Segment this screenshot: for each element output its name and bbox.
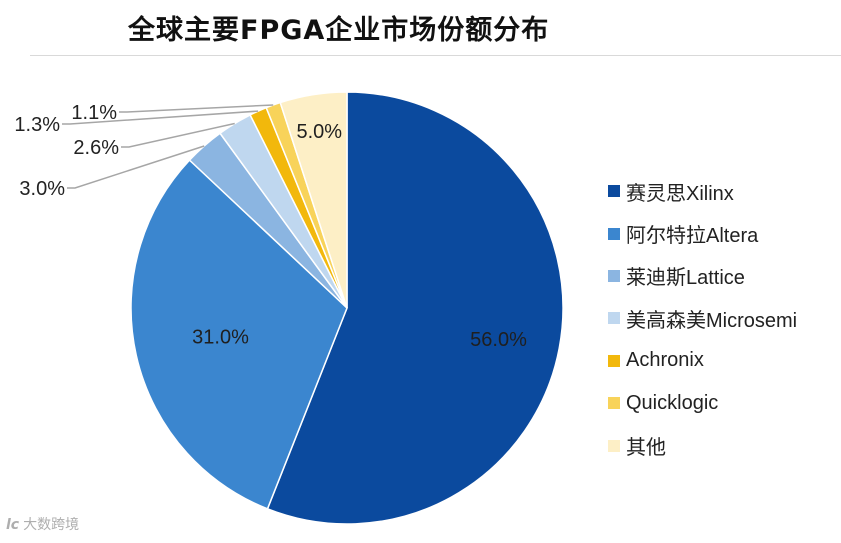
legend-label: Achronix xyxy=(626,349,704,372)
legend-swatch xyxy=(608,397,620,410)
leader-line-3 xyxy=(121,122,235,148)
legend-swatch xyxy=(608,312,620,325)
legend-swatch xyxy=(608,185,620,198)
slice-label-3: 2.6% xyxy=(73,137,119,159)
legend-swatch xyxy=(608,439,620,452)
legend-label: 美高森美Microsemi xyxy=(626,309,798,332)
watermark-logo: lc xyxy=(6,517,20,533)
pie-slice-1 xyxy=(130,159,348,510)
legend-label: Quicklogic xyxy=(626,391,719,414)
legend-item-5: Quicklogic xyxy=(608,382,797,424)
leader-line-4 xyxy=(62,110,259,125)
legend-label: 赛灵思Xilinx xyxy=(626,182,734,205)
watermark: lc 大数跨境 xyxy=(6,514,79,534)
legend-swatch xyxy=(608,354,620,367)
watermark-text: 大数跨境 xyxy=(23,517,80,533)
slice-label-6: 5.0% xyxy=(297,121,343,143)
legend-item-6: 其他 xyxy=(608,424,797,466)
legend-swatch xyxy=(608,269,620,282)
slice-label-2: 3.0% xyxy=(19,178,65,200)
pie-slice-6 xyxy=(279,91,348,309)
slice-label-0: 56.0% xyxy=(470,329,527,351)
title-divider xyxy=(30,55,841,56)
chart-title: 全球主要FPGA企业市场份额分布 xyxy=(128,15,550,46)
legend-label: 其他 xyxy=(626,437,666,460)
leader-line-2 xyxy=(67,145,205,189)
chart-legend: 赛灵思Xilinx 阿尔特拉Altera 莱迪斯Lattice 美高森美Microse… xyxy=(608,170,797,467)
pie-slice-0 xyxy=(266,91,564,525)
slice-label-1: 31.0% xyxy=(192,326,249,348)
legend-label: 阿尔特拉Altera xyxy=(626,225,759,248)
legend-item-4: Achronix xyxy=(608,340,797,382)
slice-label-5: 1.1% xyxy=(71,102,117,124)
leader-line-5 xyxy=(119,104,274,113)
legend-item-3: 美高森美Microsemi xyxy=(608,297,797,339)
slice-label-4: 1.3% xyxy=(14,114,60,136)
legend-item-0: 赛灵思Xilinx xyxy=(608,170,797,212)
legend-label: 莱迪斯Lattice xyxy=(626,267,745,290)
legend-item-2: 莱迪斯Lattice xyxy=(608,255,797,297)
legend-swatch xyxy=(608,227,620,240)
legend-item-1: 阿尔特拉Altera xyxy=(608,212,797,254)
